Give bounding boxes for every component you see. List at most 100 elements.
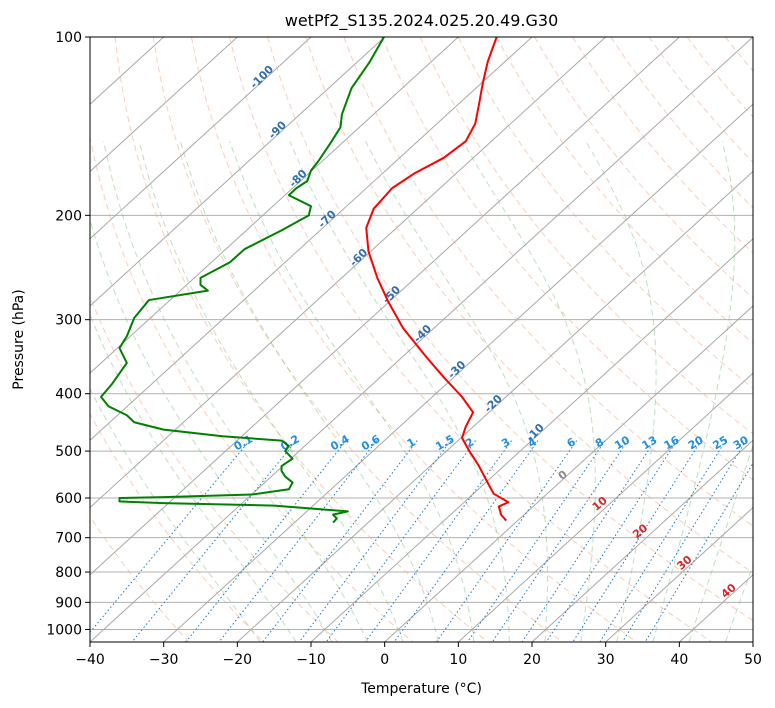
mixing-ratio-label: 16 [662,433,682,452]
mixing-ratio-line [545,440,678,642]
y-tick-label: 100 [55,30,82,46]
isotherm-line [236,170,753,642]
moist-adiabat [289,141,510,642]
isotherm-label: -30 [445,358,468,381]
isotherm-line [384,305,753,642]
mixing-ratio-label: 1 [405,435,418,450]
mixing-ratio-line [131,440,297,642]
dry-adiabat [90,515,190,642]
x-tick-label: 20 [523,652,541,668]
dry-adiabat [763,37,775,642]
isotherm-line [163,103,753,642]
mixing-ratio-label: 10 [612,433,632,452]
mixing-ratio-label: 0.2 [278,432,301,453]
y-tick-label: 300 [55,313,82,329]
x-tick-label: 0 [380,652,389,668]
isotherm-line [90,37,238,173]
x-axis: −40 −30 −20 −10 0 10 20 30 40 50 [75,642,762,668]
y-tick-label: 800 [55,565,82,581]
y-tick-label: 200 [55,208,82,224]
moist-adiabat [90,387,261,642]
moist-adiabat [229,141,475,642]
mixing-ratio-line [185,440,347,642]
moist-adiabat [365,141,549,642]
mixing-ratio-line [621,440,747,642]
mixing-ratio-line [262,440,418,642]
x-tick-label: −40 [75,652,105,668]
isotherm-line [310,237,753,642]
y-axis-label: Pressure (hPa) [11,289,27,389]
mixing-ratio-label: 0.1 [232,432,255,453]
moist-adiabat-label: 40 [719,581,739,601]
dry-adiabat [648,37,753,164]
reference-line-labels: -100-90-80-70-60-50-40-30-20-100.1 0.2 0.4… [232,63,772,601]
background-lines [90,37,775,642]
mixing-ratio-label: 1.5 [433,432,456,453]
isotherm-label: -90 [266,118,289,141]
mixing-ratio-line [599,440,727,642]
x-tick-label: 30 [597,652,615,668]
x-tick-label: 10 [449,652,467,668]
isotherm-line [90,37,680,576]
mixing-ratio-label: 20 [686,433,706,452]
isotherm-line [90,37,312,240]
moist-adiabat [462,141,596,642]
dry-adiabat [724,37,753,72]
dry-adiabat [90,412,264,642]
isotherm-line [90,37,533,442]
y-axis: 100 200 300 400 500 600 700 800 900 1000 [46,30,90,638]
isotherm-label: -50 [380,283,403,306]
x-tick-label: −10 [296,652,326,668]
x-axis-label: Temperature (°C) [360,681,482,697]
isotherm-line [90,37,753,642]
x-tick-label: 40 [670,652,688,668]
mixing-ratio-line [298,440,452,642]
mixing-ratio-label: 6 [565,435,578,450]
dry-adiabat [90,295,339,642]
y-tick-label: 600 [55,491,82,507]
moist-adiabat [688,443,753,642]
mixing-ratio-line [467,440,606,642]
mixing-ratio-label: 3 [499,435,512,450]
temperature-profile [365,37,510,522]
mixing-ratio-label: 36 [752,433,772,452]
dry-adiabat [229,37,713,642]
mixing-ratio-label: 13 [640,433,660,452]
dry-adiabat [190,37,638,642]
mixing-ratio-label: 0.6 [359,432,383,453]
isotherm-label: -60 [347,246,370,269]
moist-adiabat [90,313,297,642]
isotherm-label: -20 [482,392,505,415]
dry-adiabat [90,134,414,642]
y-tick-label: 900 [55,595,82,611]
mixing-ratio-line [325,440,476,642]
isotherm-line [752,641,753,642]
mixing-ratio-line [521,440,656,642]
mixing-ratio-label: 8 [593,435,606,450]
moist-adiabat [652,141,736,642]
x-tick-label: 50 [744,652,762,668]
dry-adiabat [343,37,753,527]
isotherm-line [90,37,459,374]
moist-adiabat [90,218,333,642]
x-tick-label: −30 [149,652,179,668]
mixing-ratio-line [218,440,378,642]
sounding-profiles [100,37,510,524]
mixing-ratio-line [436,440,578,642]
moist-adiabat-label: 20 [630,521,650,541]
isotherm-label: -100 [248,63,277,92]
dry-adiabat [572,37,753,254]
chart-title: wetPf2_S135.2024.025.20.49.G30 [285,11,559,31]
isotherm-line [457,372,753,642]
isotherm-line [531,439,753,642]
x-tick-label: −20 [223,652,253,668]
moist-adiabat [138,141,404,642]
moist-adiabat [103,141,369,642]
moist-adiabat [725,563,753,642]
moist-adiabat [585,141,657,642]
y-tick-label: 700 [55,531,82,547]
isotherm-line [90,37,607,509]
y-tick-label: 400 [55,387,82,403]
isotherm-label: -70 [315,207,338,230]
mixing-ratio-line [364,440,512,642]
